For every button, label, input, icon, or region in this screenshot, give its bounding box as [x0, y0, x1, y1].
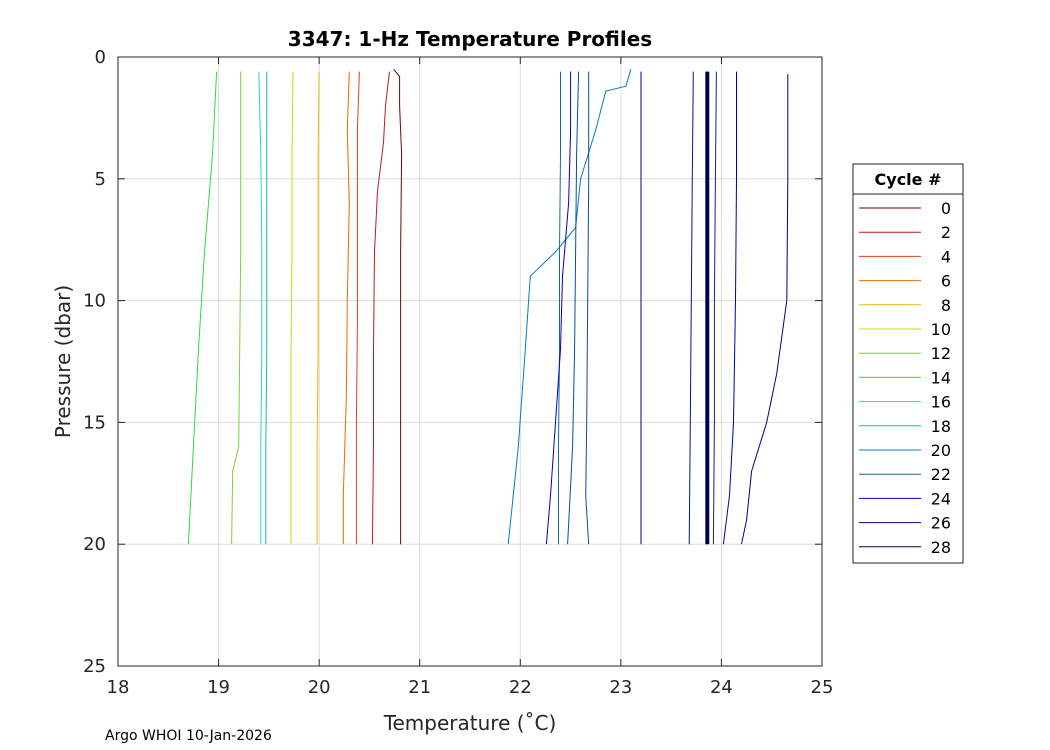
series-line-16: [258, 71, 263, 545]
series-line-2: [371, 71, 390, 545]
series-line-extra-16: [722, 71, 737, 545]
legend-entry-6: 6: [941, 272, 951, 291]
legend-entry-4: 4: [941, 247, 951, 266]
legend-entry-16: 16: [931, 393, 951, 412]
y-tick-label: 5: [95, 169, 106, 190]
series-line-8: [316, 71, 320, 545]
legend-entry-20: 20: [931, 441, 951, 460]
series-line-18: [265, 71, 268, 545]
x-tick-label: 23: [609, 677, 632, 698]
legend-entry-2: 2: [941, 223, 951, 242]
chart-title: 3347: 1-Hz Temperature Profiles: [288, 27, 652, 51]
x-tick-label: 19: [207, 677, 230, 698]
series-line-10: [290, 71, 294, 545]
x-tick-label: 18: [107, 677, 130, 698]
series-line-4: [355, 71, 360, 545]
y-tick-label: 25: [83, 656, 106, 677]
ticks: 18 19 20 21 22 23 24 25 0 5 10 15 20 25: [83, 47, 833, 698]
series-line-extra-19: [567, 71, 580, 545]
series-line-extra-18: [712, 71, 717, 545]
legend-box: [852, 163, 964, 564]
legend-title: Cycle #: [875, 170, 942, 189]
legend-entry-18: 18: [931, 417, 951, 436]
series-line-extra-20: [585, 71, 590, 545]
legend-entry-24: 24: [931, 489, 951, 508]
series-line-14: [187, 71, 218, 545]
series-line-24: [545, 71, 572, 545]
series-line-0: [393, 68, 403, 545]
series-line-22: [558, 71, 561, 545]
series-line-extra-17: [688, 71, 694, 545]
legend-entry-12: 12: [931, 344, 951, 363]
legend-entry-26: 26: [931, 514, 951, 533]
y-axis-label: Pressure (dbar): [51, 285, 75, 438]
series-layer: [187, 68, 789, 545]
legend-entry-22: 22: [931, 465, 951, 484]
legend-entry-8: 8: [941, 296, 951, 315]
grid: [118, 57, 822, 666]
legend-entry-0: 0: [941, 199, 951, 218]
series-line-6: [342, 71, 350, 545]
x-tick-label: 21: [408, 677, 431, 698]
x-tick-label: 24: [710, 677, 733, 698]
y-tick-label: 15: [83, 412, 106, 433]
legend-entry-10: 10: [931, 320, 951, 339]
legend-entry-28: 28: [931, 538, 951, 557]
series-line-extra-15: [741, 74, 789, 545]
x-axis-label: Temperature (˚C): [383, 711, 557, 735]
x-tick-label: 20: [308, 677, 331, 698]
plot-frame: [117, 56, 823, 667]
series-line-12: [231, 71, 242, 545]
y-tick-label: 10: [83, 291, 106, 312]
legend-entry-14: 14: [931, 368, 951, 387]
x-tick-label: 25: [811, 677, 834, 698]
x-tick-label: 22: [509, 677, 532, 698]
y-tick-label: 20: [83, 534, 106, 555]
footer-credit: Argo WHOI 10-Jan-2026: [105, 728, 272, 744]
y-tick-label: 0: [95, 47, 106, 68]
